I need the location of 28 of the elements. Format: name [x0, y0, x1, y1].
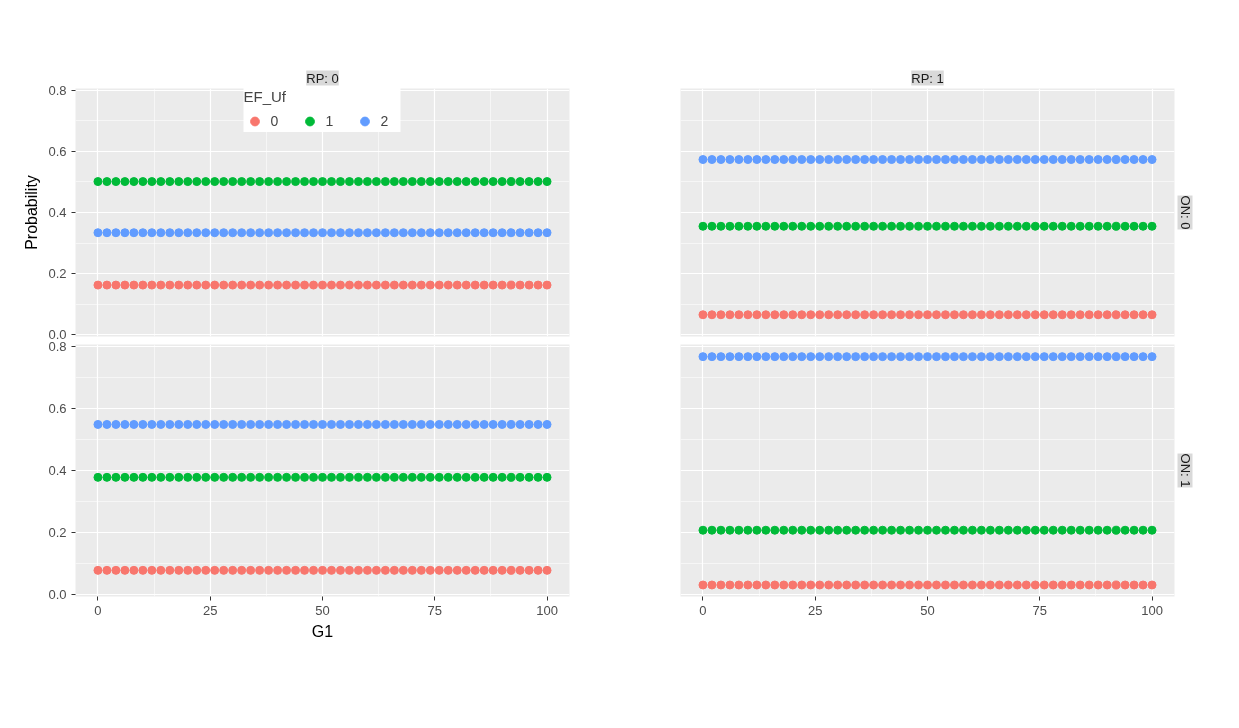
x-tick-label: 25	[203, 602, 218, 618]
x-tick-label: 50	[315, 602, 330, 618]
x-tick-label: 25	[808, 602, 823, 618]
text: ON: 0	[1177, 195, 1193, 230]
x-tick-label: 0	[699, 602, 707, 618]
y-tick-label: 0.0	[48, 587, 67, 603]
y-tick-label: 0.2	[48, 525, 67, 541]
text: ON: 1	[1177, 453, 1193, 488]
y-tick-label: 0.6	[48, 400, 67, 416]
y-tick-label: 0.8	[48, 82, 67, 98]
x-tick-label: 100	[536, 602, 558, 618]
chart-title: RP: 1	[911, 70, 944, 86]
x-tick-label: 75	[1032, 602, 1048, 618]
chart-title: RP: 0	[306, 70, 339, 86]
x-tick-label: 0	[94, 602, 102, 618]
legend-label: 2	[380, 113, 390, 129]
y-axis-title: Probability	[23, 175, 41, 250]
x-tick-label: 100	[1141, 602, 1163, 618]
legend-label: 1	[325, 113, 335, 129]
x-tick-label: 75	[427, 602, 443, 618]
y-tick-label: 0.4	[48, 463, 67, 478]
x-tick-label: 50	[920, 602, 935, 618]
legend-label: 0	[270, 113, 280, 129]
x-axis-title: G1	[311, 622, 334, 640]
legend-title: EF_Uf	[243, 88, 287, 105]
y-tick-label: 0.6	[48, 143, 67, 159]
y-tick-label: 0.2	[48, 266, 67, 282]
y-tick-label: 0.4	[48, 205, 67, 220]
